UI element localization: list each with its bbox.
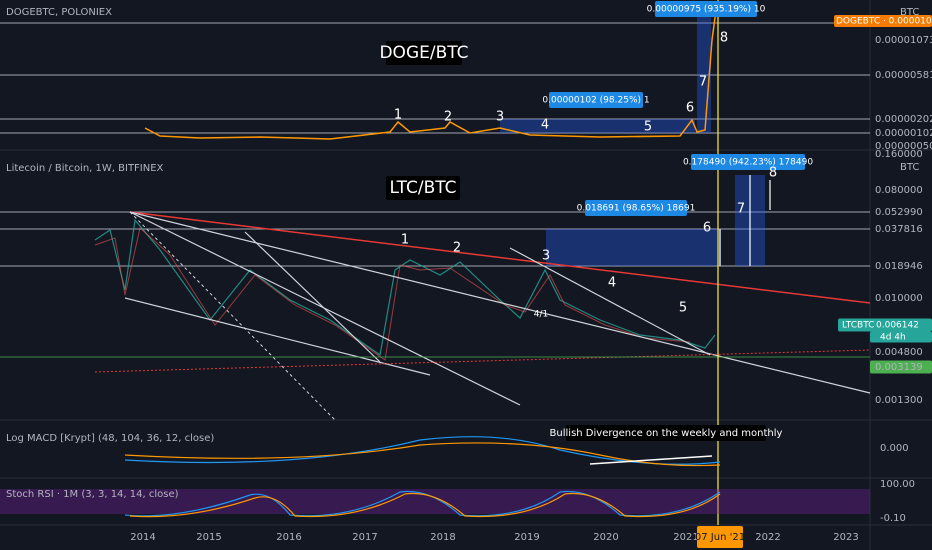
y-tick-label: 0.080000 [875,185,923,196]
x-tick-label: 2019 [514,532,539,543]
axis-unit: BTC [900,7,919,18]
y-tick-label: 0.001300 [875,395,923,406]
y-tick-label-bg [870,360,932,374]
x-tick-label: 2023 [833,532,858,543]
measure-label-bg [691,154,805,170]
measure-label-bg [655,1,757,17]
measure-label: 0.00000975 (935.19%) 10 [647,5,766,15]
wave-label: 3 [496,110,504,125]
wave-label: 4 [541,118,549,133]
panel-source: DOGEBTC, POLONIEX [6,7,112,18]
price-tag-bg [834,15,932,27]
x-tick-label: 2022 [755,532,780,543]
indicator-title: Log MACD [Krypt] (48, 104, 36, 12, close… [6,433,214,444]
wave-label: 3 [542,249,550,264]
panel-title: DOGE/BTC [379,43,468,63]
x-tick-label: 2016 [276,532,301,543]
wave-label: 1 [394,108,402,123]
x-tick-label: 2017 [352,532,377,543]
x-tick-label: 2014 [130,532,155,543]
y-tick-label: 0.004800 [875,347,923,358]
panel-source: Litecoin / Bitcoin, 1W, BITFINEX [6,163,164,174]
wave-label: 7 [737,202,745,217]
wave-label: 5 [644,120,652,135]
wave-label: 7 [699,75,707,90]
wave-label: 4 [608,276,616,291]
measure-label-bg [585,200,687,216]
wave-label: 6 [686,101,694,116]
cursor-date: 07 Jun '21 [695,532,745,543]
wave-label: 8 [720,31,728,46]
x-tick-label: 2018 [430,532,455,543]
y-tick-label: 0.018946 [875,261,923,272]
price-tag: DOGEBTC · 0.00001084 [836,17,932,27]
y-tick-label: 100.00 [880,479,915,490]
wave-label: 4/1 [534,310,548,320]
panel-title-bg [386,176,460,200]
y-tick-label: 0.00000102 [875,128,932,139]
y-tick-label: 0.010000 [875,293,923,304]
y-tick-label: 0.000 [880,443,909,454]
countdown: 4d 4h [880,333,906,343]
wave-label: 8 [769,166,777,181]
y-tick-label: 0.052990 [875,207,923,218]
price-tag-value: 0.006142 [876,321,919,331]
wave-label: 2 [444,110,452,125]
annotation-bg [566,425,766,441]
countdown-bg [870,331,932,343]
y-tick-label: 0.00001073 [875,35,932,46]
measure-label-bg [549,92,643,108]
price-tag-bg [838,318,932,332]
measure-label: 0.178490 (942.23%) 178490 [683,158,813,168]
y-tick-label: 0.00000202 [875,114,932,125]
panel-title-bg [386,41,462,65]
measure-label: 0.00000102 (98.25%) 1 [542,96,649,106]
y-tick-label: 0.003139 [875,362,923,373]
cursor-date-bg [697,526,743,548]
wave-label: 6 [703,221,711,236]
x-tick-label: 2021 [673,532,698,543]
x-tick-label: 2015 [196,532,221,543]
panel-title: LTC/BTC [389,178,456,198]
y-tick-label: 0.037816 [875,224,923,235]
y-tick-label: 0.160000 [875,149,923,160]
y-tick-label: 0.00000581 [875,70,932,81]
indicator-title: Stoch RSI · 1M (3, 3, 14, 14, close) [6,489,179,500]
y-tick-label: -0.10 [880,513,906,524]
measure-label: 0.018691 (98.65%) 18691 [577,204,696,214]
x-tick-label: 2020 [593,532,618,543]
axis-unit: BTC [900,162,919,173]
annotation: Bullish Divergence on the weekly and mon… [550,428,783,439]
y-tick-label: 0.00000050 [875,141,932,152]
wave-label: 1 [401,233,409,248]
wave-label: 2 [453,241,461,256]
wave-label: 5 [679,301,687,316]
price-tag: LTCBTC [842,321,874,331]
